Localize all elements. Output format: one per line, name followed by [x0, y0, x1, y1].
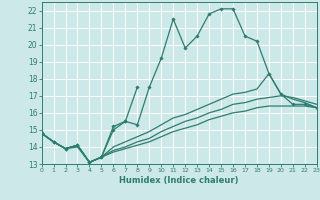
- X-axis label: Humidex (Indice chaleur): Humidex (Indice chaleur): [119, 176, 239, 185]
